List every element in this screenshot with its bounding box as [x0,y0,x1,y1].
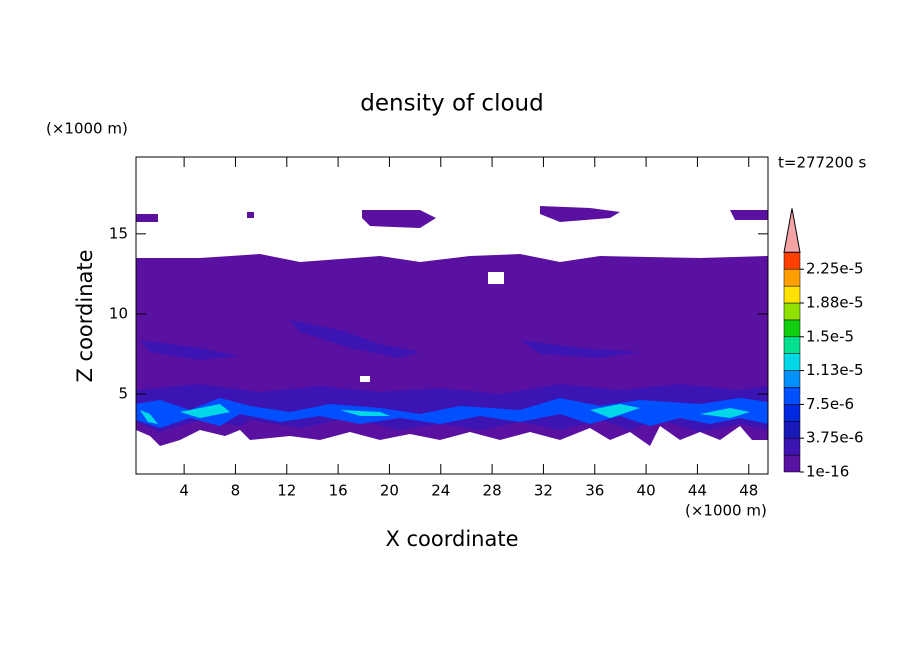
y-tick-label: 5 [118,384,128,402]
chart-title: density of cloud [360,91,543,117]
time-label: t=277200 s [778,154,866,172]
x-tick-label: 40 [637,482,656,500]
x-axis-label: X coordinate [385,527,518,551]
colorbar-band [783,370,801,388]
x-unit: (×1000 m) [685,502,767,520]
y-unit: (×1000 m) [46,120,128,138]
x-tick-label: 36 [585,482,604,500]
colorbar-band [783,336,801,354]
colorbar-band [783,319,801,338]
colorbar-band [783,437,801,456]
colorbar-label: 3.75e-6 [806,429,864,447]
colorbar-label: 7.5e-6 [806,395,854,413]
colorbar-band [783,268,801,287]
colorbar-band [783,353,801,371]
contour-field [136,206,768,446]
colorbar-label: 1.5e-5 [806,327,854,345]
colorbar-label: 1.13e-5 [806,361,864,379]
colorbar-band [783,454,801,473]
colorbar-band [783,404,801,422]
x-tick-label: 44 [688,482,707,500]
colorbar-extend [783,208,801,253]
y-axis-label: Z coordinate [73,249,97,382]
colorbar-band [783,302,801,321]
colorbar-label: 1e-16 [806,463,849,481]
colorbar-label: 2.25e-5 [806,260,864,278]
colorbar-band [783,285,801,304]
x-tick-label: 48 [739,482,758,500]
x-tick-label: 4 [179,482,189,500]
x-tick-label: 20 [380,482,399,500]
colorbar-band [783,387,801,405]
plot-frame [135,156,769,475]
x-tick-label: 8 [231,482,241,500]
y-tick-label: 10 [109,304,128,322]
x-tick-label: 32 [534,482,553,500]
y-tick-label: 15 [109,224,128,242]
x-tick-label: 12 [277,482,296,500]
colorbar-band [783,421,801,439]
x-tick-label: 28 [483,482,502,500]
x-tick-label: 24 [431,482,450,500]
colorbar-label: 1.88e-5 [806,294,864,312]
colorbar-band [783,252,801,270]
x-tick-label: 16 [329,482,348,500]
